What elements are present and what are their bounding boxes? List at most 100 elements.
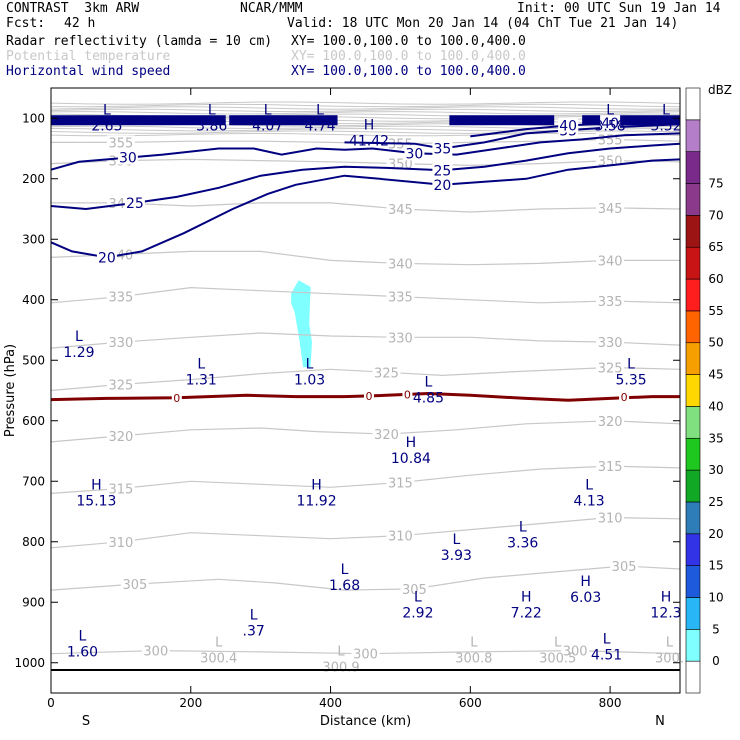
organization: NCAR/MMM (240, 1, 303, 16)
extremum-marker: L (424, 375, 432, 391)
extremum-marker: L (316, 102, 324, 118)
theta-contour-label: 300 (143, 645, 168, 660)
colorbar-swatch (685, 469, 701, 503)
colorbar-swatch (685, 501, 701, 535)
extremum-value: .37 (243, 623, 265, 639)
theta-contour (50, 516, 681, 549)
wind-contour-label: 25 (433, 163, 451, 179)
field-name-reflectivity: Radar reflectivity (lamda = 10 cm) (6, 34, 273, 49)
x-axis-title: Distance (km) (320, 714, 411, 729)
theta-contour-label: 315 (598, 460, 623, 475)
extremum-value: 4.85 (413, 391, 444, 407)
freezing-label-bg (363, 389, 374, 402)
extremum-value: 2.65 (91, 118, 122, 134)
theta-contour-label: 330 (388, 331, 413, 346)
theta-contour-label: 330 (108, 336, 133, 351)
colorbar-swatch (685, 278, 701, 312)
wind-label-bg (432, 140, 453, 156)
extremum-value: 12.3 (650, 605, 681, 621)
theta-contour-label: 345 (388, 203, 413, 218)
y-tick-label: 700 (22, 474, 45, 488)
theta-contour-label: 325 (598, 362, 623, 377)
y-tick-label: 100 (22, 111, 45, 125)
extremum-marker: L (519, 520, 527, 536)
stratosphere-isentrope (50, 108, 681, 113)
surface-theta-marker: L (554, 636, 562, 651)
wind-speed-contour (470, 120, 681, 138)
theta-contour-label: 320 (374, 428, 399, 443)
colorbar-level-label: 45 (708, 368, 723, 382)
forecast-hours: 42 h (64, 16, 96, 31)
colorbar-swatch (685, 406, 701, 439)
surface-theta-value: 300.8 (455, 652, 492, 667)
colorbar-swatch (685, 374, 701, 407)
theta-label-bg (596, 413, 625, 428)
forecast-label: Fcst: (6, 16, 46, 31)
extremum-marker: L (606, 102, 614, 118)
theta-contour-label: 335 (108, 291, 133, 306)
wind-contour-label: 30 (406, 146, 424, 162)
theta-contour-label: 300 (563, 645, 588, 660)
x-tick-label: 800 (599, 696, 622, 710)
colorbar-swatch (685, 151, 701, 184)
wind-contour-label: 30 (119, 151, 137, 167)
wind-contour-label: 25 (126, 196, 144, 212)
colorbar-level-label: 50 (708, 336, 723, 350)
theta-contour (51, 202, 681, 213)
colorbar-level-label: 75 (708, 177, 723, 191)
extremum-marker: H (580, 574, 591, 590)
theta-label-bg (106, 377, 135, 392)
theta-label-bg (351, 646, 380, 661)
wind-speed-contour (50, 158, 681, 259)
theta-label-bg (386, 528, 415, 543)
extremum-marker: L (103, 102, 111, 118)
colorbar-swatch (685, 310, 701, 344)
colorbar-level-label: 15 (708, 559, 723, 573)
theta-label-bg (141, 643, 170, 658)
extremum-value: 1.29 (63, 345, 94, 361)
extremum-value: 7.22 (511, 605, 542, 621)
colorbar-level-label: 0 (712, 654, 720, 668)
freezing-level-label: 0 (173, 392, 180, 405)
colorbar-swatch (685, 533, 701, 566)
extremum-marker: L (79, 629, 87, 645)
extremum-marker: H (406, 435, 417, 451)
theta-label-bg (386, 475, 415, 490)
extremum-marker: L (585, 477, 593, 493)
wind-contour-label: 35 (433, 142, 451, 158)
theta-contour-label: 345 (598, 202, 623, 217)
extremum-value: 10.84 (391, 451, 431, 467)
extremum-marker: L (75, 329, 83, 345)
theta-contour-label: 325 (108, 378, 133, 393)
extremum-value: 15.13 (76, 493, 116, 509)
theta-label-bg (386, 256, 415, 271)
theta-label-bg (120, 577, 149, 592)
field-xy-theta: XY= 100.0,100.0 to 100.0,400.0 (291, 49, 526, 64)
theta-label-bg (106, 135, 135, 150)
theta-contour-label: 310 (598, 512, 623, 527)
theta-label-bg (596, 200, 625, 215)
theta-label-bg (610, 558, 639, 573)
theta-label-bg (400, 581, 429, 596)
theta-contour-label: 320 (598, 415, 623, 430)
y-tick-label: 200 (22, 172, 45, 186)
extremum-marker: L (452, 532, 460, 548)
extremum-value: 1.68 (329, 578, 360, 594)
extremum-marker: L (197, 356, 205, 372)
theta-label-bg (596, 510, 625, 525)
theta-label-bg (372, 427, 401, 442)
reflectivity-echo (291, 280, 313, 368)
colorbar-swatch (685, 660, 701, 694)
extremum-value: 4.07 (252, 118, 283, 134)
wind-contour-label: 40 (601, 116, 619, 132)
extremum-value: 3.52 (650, 118, 681, 134)
extremum-marker: H (364, 117, 375, 133)
colorbar-swatch (685, 565, 701, 598)
extremum-marker: L (627, 356, 635, 372)
extremum-marker: L (603, 632, 611, 648)
wind-label-bg (404, 145, 425, 161)
wind-label-bg (117, 149, 138, 165)
extremum-value: 41.42 (349, 133, 389, 149)
theta-label-bg (386, 289, 415, 304)
